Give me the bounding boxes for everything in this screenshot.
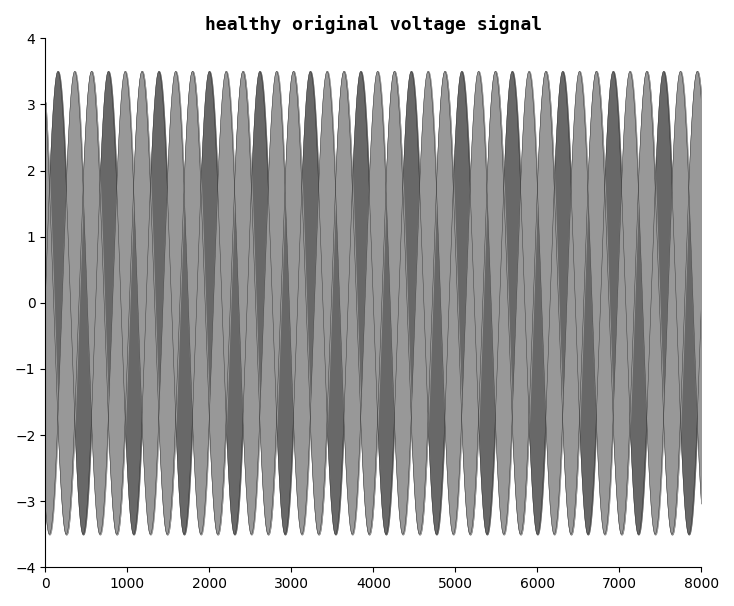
Title: healthy original voltage signal: healthy original voltage signal xyxy=(205,15,542,34)
